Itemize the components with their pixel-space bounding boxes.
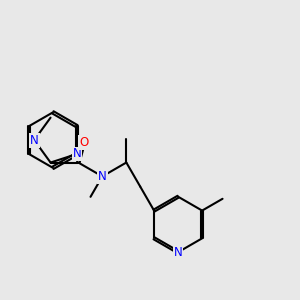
Text: N: N [30,134,39,147]
Text: N: N [73,148,81,160]
Text: O: O [79,136,88,149]
Text: N: N [98,170,107,183]
Text: N: N [174,246,182,259]
